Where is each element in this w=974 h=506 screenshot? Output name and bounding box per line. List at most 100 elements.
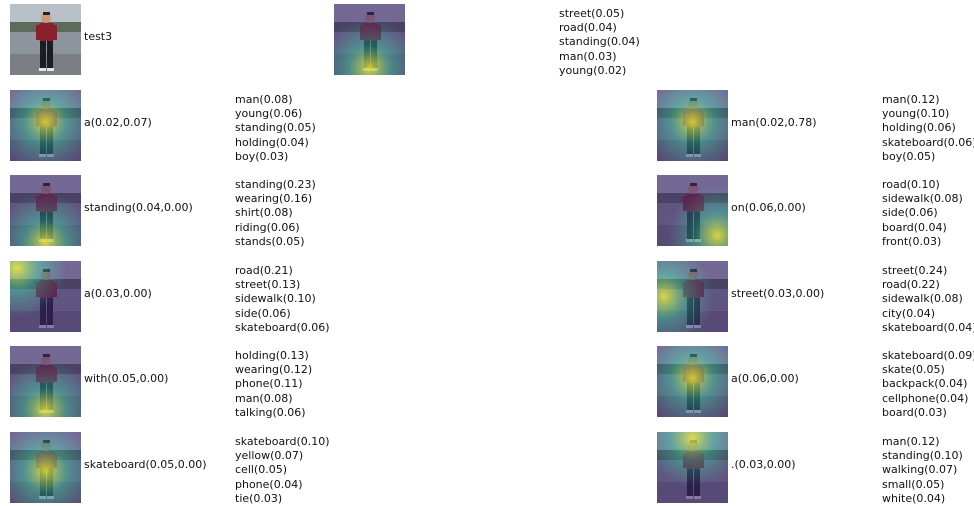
right-word-label: a(0.06,0.00): [731, 372, 799, 385]
prediction-item: young(0.06): [235, 107, 303, 121]
attention-thumbnail: [657, 90, 728, 161]
prediction-item: road(0.10): [882, 178, 940, 191]
prediction-item: tie(0.03): [235, 491, 283, 505]
right-word-label: on(0.06,0.00): [731, 201, 806, 214]
prediction-item: boy(0.05): [882, 149, 936, 163]
prediction-item: shirt(0.08): [235, 206, 293, 220]
prediction-item: street(0.24): [882, 264, 948, 277]
prediction-item: walking(0.07): [882, 463, 958, 477]
prediction-item: man(0.12): [882, 93, 940, 106]
prediction-item: sidewalk(0.08): [882, 192, 963, 206]
prediction-item: road(0.04): [559, 21, 617, 35]
prediction-item: man(0.12): [882, 435, 940, 448]
prediction-item: sidewalk(0.10): [235, 292, 316, 306]
prediction-item: holding(0.13): [235, 349, 309, 362]
prediction-item: stands(0.05): [235, 234, 305, 248]
prediction-item: holding(0.06): [882, 121, 956, 135]
left-attention-map: [10, 432, 81, 503]
prediction-item: street(0.13): [235, 278, 301, 292]
prediction-item: side(0.06): [235, 306, 291, 320]
attention-thumbnail: [657, 346, 728, 417]
right-attention-map: [657, 90, 728, 161]
left-attention-map: [10, 175, 81, 246]
prediction-item: road(0.21): [235, 264, 293, 277]
attention-thumbnail: [10, 90, 81, 161]
prediction-item: young(0.02): [559, 63, 627, 77]
prediction-item: street(0.05): [559, 7, 625, 20]
prediction-item: skateboard(0.09): [882, 349, 974, 362]
left-predictions: skateboard(0.10) yellow(0.07) cell(0.05) ph…: [235, 435, 330, 506]
prediction-item: white(0.04): [882, 491, 946, 505]
prediction-item: phone(0.11): [235, 377, 303, 391]
prediction-item: talking(0.06): [235, 405, 306, 419]
right-attention-map: [657, 261, 728, 332]
prediction-item: skateboard(0.06): [235, 320, 330, 334]
prediction-item: city(0.04): [882, 306, 936, 320]
prediction-item: man(0.08): [235, 93, 293, 106]
left-predictions: road(0.21) street(0.13) sidewalk(0.10) side…: [235, 264, 330, 335]
attention-thumbnail: [657, 432, 728, 503]
left-word-label: standing(0.04,0.00): [84, 201, 193, 214]
right-attention-map: [657, 432, 728, 503]
prediction-item: man(0.03): [559, 49, 617, 63]
prediction-item: skateboard(0.06): [882, 135, 974, 149]
prediction-item: wearing(0.12): [235, 363, 313, 377]
prediction-item: skateboard(0.10): [235, 435, 330, 448]
right-attention-map: [657, 346, 728, 417]
left-attention-map: [10, 261, 81, 332]
attention-thumbnail: [334, 4, 405, 75]
attention-thumbnail: [10, 346, 81, 417]
prediction-item: standing(0.10): [882, 449, 963, 463]
prediction-item: skateboard(0.04): [882, 320, 974, 334]
left-word-label: a(0.02,0.07): [84, 116, 152, 129]
prediction-item: front(0.03): [882, 234, 942, 248]
attention-thumbnail: [10, 4, 81, 75]
prediction-item: cellphone(0.04): [882, 391, 969, 405]
left-word-label: with(0.05,0.00): [84, 372, 169, 385]
left-word-label: a(0.03,0.00): [84, 287, 152, 300]
right-word-label: street(0.03,0.00): [731, 287, 825, 300]
attention-thumbnail: [10, 175, 81, 246]
prediction-item: holding(0.04): [235, 135, 309, 149]
prediction-item: man(0.08): [235, 391, 293, 405]
prediction-item: skate(0.05): [882, 363, 945, 377]
attention-thumbnail: [657, 261, 728, 332]
overall-attention-map: [334, 4, 405, 75]
right-predictions: street(0.24) road(0.22) sidewalk(0.08) city…: [882, 264, 974, 335]
prediction-item: board(0.04): [882, 220, 947, 234]
original-photo: [10, 4, 81, 75]
right-predictions: man(0.12) standing(0.10) walking(0.07) smal…: [882, 435, 963, 506]
prediction-item: phone(0.04): [235, 477, 303, 491]
image-title: test3: [84, 30, 113, 43]
right-predictions: skateboard(0.09) skate(0.05) backpack(0.04…: [882, 349, 974, 420]
left-attention-map: [10, 90, 81, 161]
left-predictions: man(0.08) young(0.06) standing(0.05) holdin…: [235, 93, 316, 164]
prediction-item: board(0.03): [882, 405, 947, 419]
right-word-label: man(0.02,0.78): [731, 116, 817, 129]
prediction-item: road(0.22): [882, 278, 940, 292]
attention-thumbnail: [10, 261, 81, 332]
prediction-item: small(0.05): [882, 477, 945, 491]
right-word-label: .(0.03,0.00): [731, 458, 796, 471]
prediction-item: boy(0.03): [235, 149, 289, 163]
prediction-item: backpack(0.04): [882, 377, 968, 391]
left-word-label: skateboard(0.05,0.00): [84, 458, 207, 471]
attention-thumbnail: [657, 175, 728, 246]
right-predictions: road(0.10) sidewalk(0.08) side(0.06) board(…: [882, 178, 963, 249]
prediction-item: wearing(0.16): [235, 192, 313, 206]
prediction-item: standing(0.05): [235, 121, 316, 135]
left-predictions: standing(0.23) wearing(0.16) shirt(0.08) ri…: [235, 178, 316, 249]
prediction-item: side(0.06): [882, 206, 938, 220]
prediction-item: sidewalk(0.08): [882, 292, 963, 306]
left-attention-map: [10, 346, 81, 417]
prediction-item: standing(0.04): [559, 35, 640, 49]
prediction-item: riding(0.06): [235, 220, 300, 234]
prediction-item: young(0.10): [882, 107, 950, 121]
prediction-item: standing(0.23): [235, 178, 316, 191]
prediction-item: cell(0.05): [235, 463, 288, 477]
right-attention-map: [657, 175, 728, 246]
attention-thumbnail: [10, 432, 81, 503]
overall-predictions: street(0.05) road(0.04) standing(0.04) man(…: [559, 7, 640, 78]
left-predictions: holding(0.13) wearing(0.12) phone(0.11) man…: [235, 349, 312, 420]
right-predictions: man(0.12) young(0.10) holding(0.06) skatebo…: [882, 93, 974, 164]
